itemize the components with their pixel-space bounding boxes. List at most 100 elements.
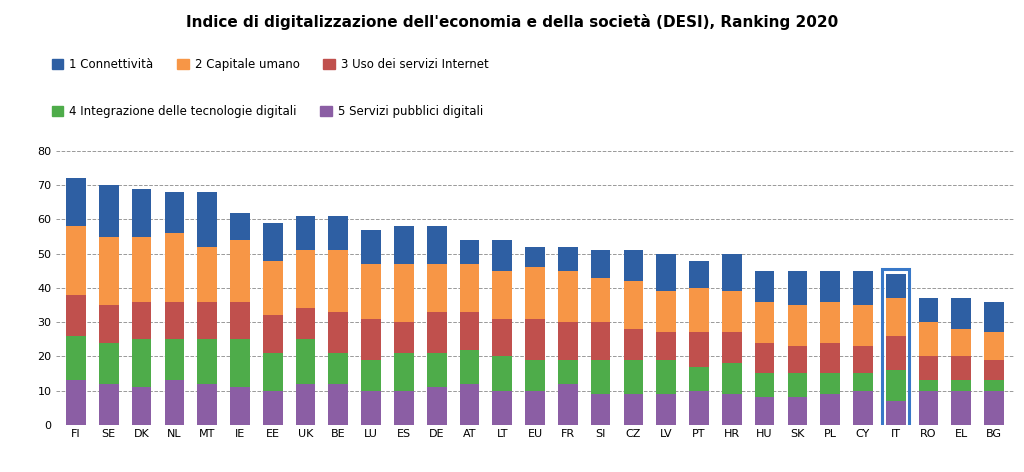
Bar bbox=[329, 312, 348, 353]
Bar bbox=[624, 250, 643, 281]
Bar bbox=[787, 305, 807, 346]
Bar bbox=[525, 319, 545, 360]
Bar bbox=[230, 240, 250, 302]
Bar bbox=[886, 401, 905, 425]
Bar bbox=[132, 236, 152, 302]
Bar bbox=[886, 370, 905, 401]
Bar bbox=[67, 380, 86, 425]
Bar bbox=[198, 302, 217, 339]
Bar bbox=[886, 274, 905, 298]
Bar bbox=[755, 397, 774, 425]
Bar bbox=[787, 397, 807, 425]
Bar bbox=[493, 356, 512, 391]
Bar bbox=[656, 291, 676, 332]
Bar bbox=[886, 298, 905, 336]
Bar bbox=[951, 356, 971, 380]
Bar bbox=[67, 336, 86, 380]
Bar bbox=[558, 247, 578, 271]
Bar bbox=[591, 250, 610, 278]
Bar bbox=[722, 363, 741, 394]
Bar bbox=[263, 391, 283, 425]
Bar bbox=[689, 367, 709, 391]
Bar bbox=[984, 302, 1004, 332]
Bar bbox=[951, 298, 971, 329]
Bar bbox=[460, 384, 479, 425]
Bar bbox=[525, 247, 545, 267]
Bar bbox=[886, 336, 905, 370]
Bar bbox=[558, 271, 578, 322]
Bar bbox=[984, 332, 1004, 360]
Bar bbox=[329, 353, 348, 384]
Bar bbox=[984, 391, 1004, 425]
Bar bbox=[755, 302, 774, 343]
Bar bbox=[984, 380, 1004, 391]
Bar bbox=[198, 192, 217, 247]
Bar bbox=[820, 394, 840, 425]
Bar bbox=[329, 250, 348, 312]
Bar bbox=[525, 360, 545, 391]
Bar bbox=[230, 302, 250, 339]
Bar bbox=[525, 391, 545, 425]
Bar bbox=[787, 373, 807, 397]
Bar bbox=[165, 380, 184, 425]
Bar bbox=[493, 319, 512, 356]
Bar bbox=[198, 247, 217, 302]
Bar bbox=[165, 339, 184, 380]
Bar bbox=[460, 312, 479, 349]
Bar bbox=[263, 315, 283, 353]
Bar bbox=[67, 227, 86, 295]
Bar bbox=[919, 356, 938, 380]
Bar bbox=[624, 329, 643, 360]
Bar bbox=[394, 353, 414, 391]
Bar bbox=[591, 360, 610, 394]
Bar bbox=[198, 339, 217, 384]
Bar bbox=[624, 360, 643, 394]
Bar bbox=[460, 240, 479, 264]
Bar bbox=[99, 185, 119, 236]
Bar bbox=[755, 343, 774, 373]
Bar bbox=[427, 264, 446, 312]
Bar bbox=[132, 189, 152, 236]
Bar bbox=[755, 271, 774, 302]
Bar bbox=[722, 291, 741, 332]
Legend: 1 Connettività, 2 Capitale umano, 3 Uso dei servizi Internet: 1 Connettività, 2 Capitale umano, 3 Uso … bbox=[47, 53, 494, 76]
Bar bbox=[787, 271, 807, 305]
Bar bbox=[689, 332, 709, 367]
Text: Indice di digitalizzazione dell'economia e della società (DESI), Ranking 2020: Indice di digitalizzazione dell'economia… bbox=[186, 14, 838, 30]
Bar bbox=[656, 394, 676, 425]
Bar bbox=[493, 240, 512, 271]
Bar bbox=[427, 227, 446, 264]
Bar bbox=[263, 223, 283, 261]
Bar bbox=[165, 302, 184, 339]
Bar bbox=[984, 360, 1004, 380]
Bar bbox=[198, 384, 217, 425]
Bar bbox=[919, 391, 938, 425]
Bar bbox=[919, 380, 938, 391]
Bar bbox=[99, 305, 119, 343]
Bar bbox=[394, 391, 414, 425]
Bar bbox=[624, 281, 643, 329]
Bar bbox=[329, 384, 348, 425]
Bar bbox=[919, 322, 938, 356]
Bar bbox=[656, 360, 676, 394]
Bar bbox=[296, 250, 315, 309]
Bar bbox=[525, 267, 545, 319]
Bar bbox=[689, 391, 709, 425]
Bar bbox=[132, 302, 152, 339]
Bar bbox=[230, 387, 250, 425]
Bar bbox=[591, 278, 610, 322]
Bar bbox=[67, 295, 86, 336]
Bar bbox=[755, 373, 774, 397]
Bar bbox=[361, 264, 381, 319]
Bar bbox=[591, 322, 610, 360]
Bar bbox=[230, 339, 250, 387]
Bar bbox=[394, 322, 414, 353]
Bar bbox=[853, 346, 872, 373]
Bar bbox=[722, 254, 741, 291]
Bar bbox=[951, 391, 971, 425]
Bar bbox=[689, 261, 709, 288]
Bar bbox=[919, 298, 938, 322]
Bar bbox=[263, 353, 283, 391]
Bar bbox=[460, 349, 479, 384]
Bar bbox=[820, 302, 840, 343]
